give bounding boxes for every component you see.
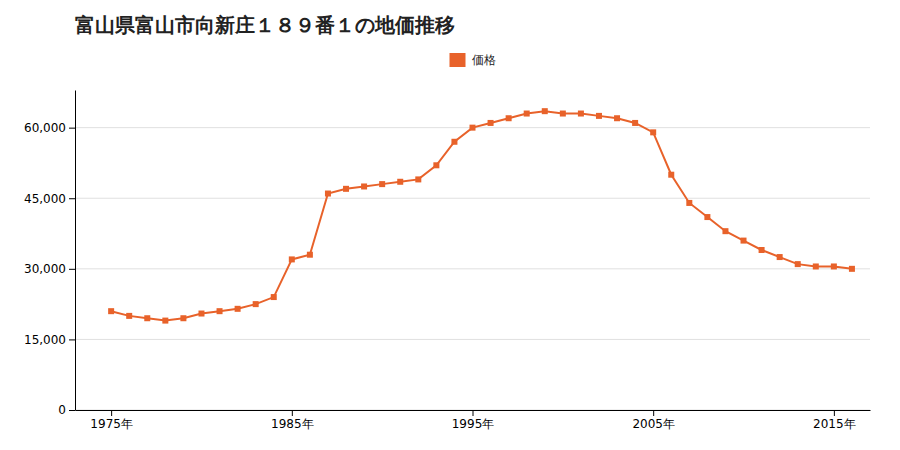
x-axis: 1975年 1985年 1995年 2005年 2015年	[76, 410, 871, 431]
tick: 1985年	[271, 410, 314, 431]
marker	[578, 111, 584, 117]
marker	[831, 263, 837, 269]
marker	[632, 120, 638, 126]
line	[111, 111, 852, 320]
tick: 45,000	[24, 192, 75, 206]
marker	[217, 308, 223, 314]
marker	[741, 238, 747, 244]
marker	[397, 179, 403, 185]
tick-mark	[69, 198, 75, 199]
tick-mark	[111, 410, 112, 416]
tick-label: 1975年	[90, 417, 133, 431]
legend-swatch	[450, 53, 466, 67]
tick: 1975年	[90, 410, 133, 431]
marker	[144, 315, 150, 321]
marker	[126, 313, 132, 319]
marker	[704, 214, 710, 220]
title: 富山県富山市向新庄１８９番１の地価推移	[75, 13, 455, 37]
marker	[542, 108, 548, 114]
marker	[777, 254, 783, 260]
marker	[108, 308, 114, 314]
marker	[325, 191, 331, 197]
tick-mark	[69, 339, 75, 340]
marker	[488, 120, 494, 126]
tick: 30,000	[24, 262, 75, 276]
marker	[668, 172, 674, 178]
tick-label: 60,000	[24, 121, 66, 135]
tick: 1995年	[452, 410, 495, 431]
tick: 0	[58, 403, 75, 417]
tick-mark	[69, 128, 75, 129]
marker	[235, 306, 241, 312]
marker	[415, 176, 421, 182]
tick-mark	[834, 410, 835, 416]
axis-line	[75, 91, 76, 411]
marker	[686, 200, 692, 206]
marker	[650, 129, 656, 135]
tick: 2005年	[632, 410, 675, 431]
marker	[361, 183, 367, 189]
tick: 2015年	[813, 410, 856, 431]
marker	[198, 311, 204, 317]
plot-area: 1975年 1985年 1995年 2005年 2015年 0 15,000 30,000 45…	[24, 91, 871, 431]
tick-label: 15,000	[24, 333, 66, 347]
tick-label: 2015年	[813, 417, 856, 431]
marker	[289, 256, 295, 262]
tick-label: 2005年	[632, 417, 675, 431]
tick: 60,000	[24, 121, 75, 135]
tick-mark	[69, 269, 75, 270]
marker	[307, 252, 313, 258]
marker	[795, 261, 801, 267]
marker	[813, 263, 819, 269]
marker	[162, 318, 168, 324]
marker	[271, 294, 277, 300]
tick-label: 1985年	[271, 417, 314, 431]
marker	[433, 162, 439, 168]
tick-label: 1995年	[452, 417, 495, 431]
tick-label: 30,000	[24, 262, 66, 276]
marker	[560, 111, 566, 117]
grid	[75, 128, 870, 410]
tick-label: 0	[58, 403, 66, 417]
marker	[524, 111, 530, 117]
marker	[253, 301, 259, 307]
tick-mark	[653, 410, 654, 416]
marker	[379, 181, 385, 187]
marker	[849, 266, 855, 272]
y-axis: 0 15,000 30,000 45,000 60,000	[24, 91, 76, 418]
marks	[108, 108, 855, 323]
marker	[451, 139, 457, 145]
legend: 価格	[450, 53, 496, 67]
tick-mark	[292, 410, 293, 416]
grid-line	[75, 198, 870, 199]
marker	[180, 315, 186, 321]
tick-mark	[69, 410, 75, 411]
marker	[614, 115, 620, 121]
marker	[759, 247, 765, 253]
marker	[596, 113, 602, 119]
grid-line	[75, 339, 870, 340]
marker	[343, 186, 349, 192]
marker	[506, 115, 512, 121]
legend-item: 価格	[450, 53, 496, 67]
tick: 15,000	[24, 333, 75, 347]
marker	[722, 228, 728, 234]
chart: 1975年 1985年 1995年 2005年 2015年 0 15,000 30,000 45…	[0, 0, 900, 450]
tick-label: 45,000	[24, 192, 66, 206]
legend-label: 価格	[472, 53, 496, 67]
grid-line	[75, 268, 870, 269]
marker	[470, 125, 476, 131]
tick-mark	[473, 410, 474, 416]
